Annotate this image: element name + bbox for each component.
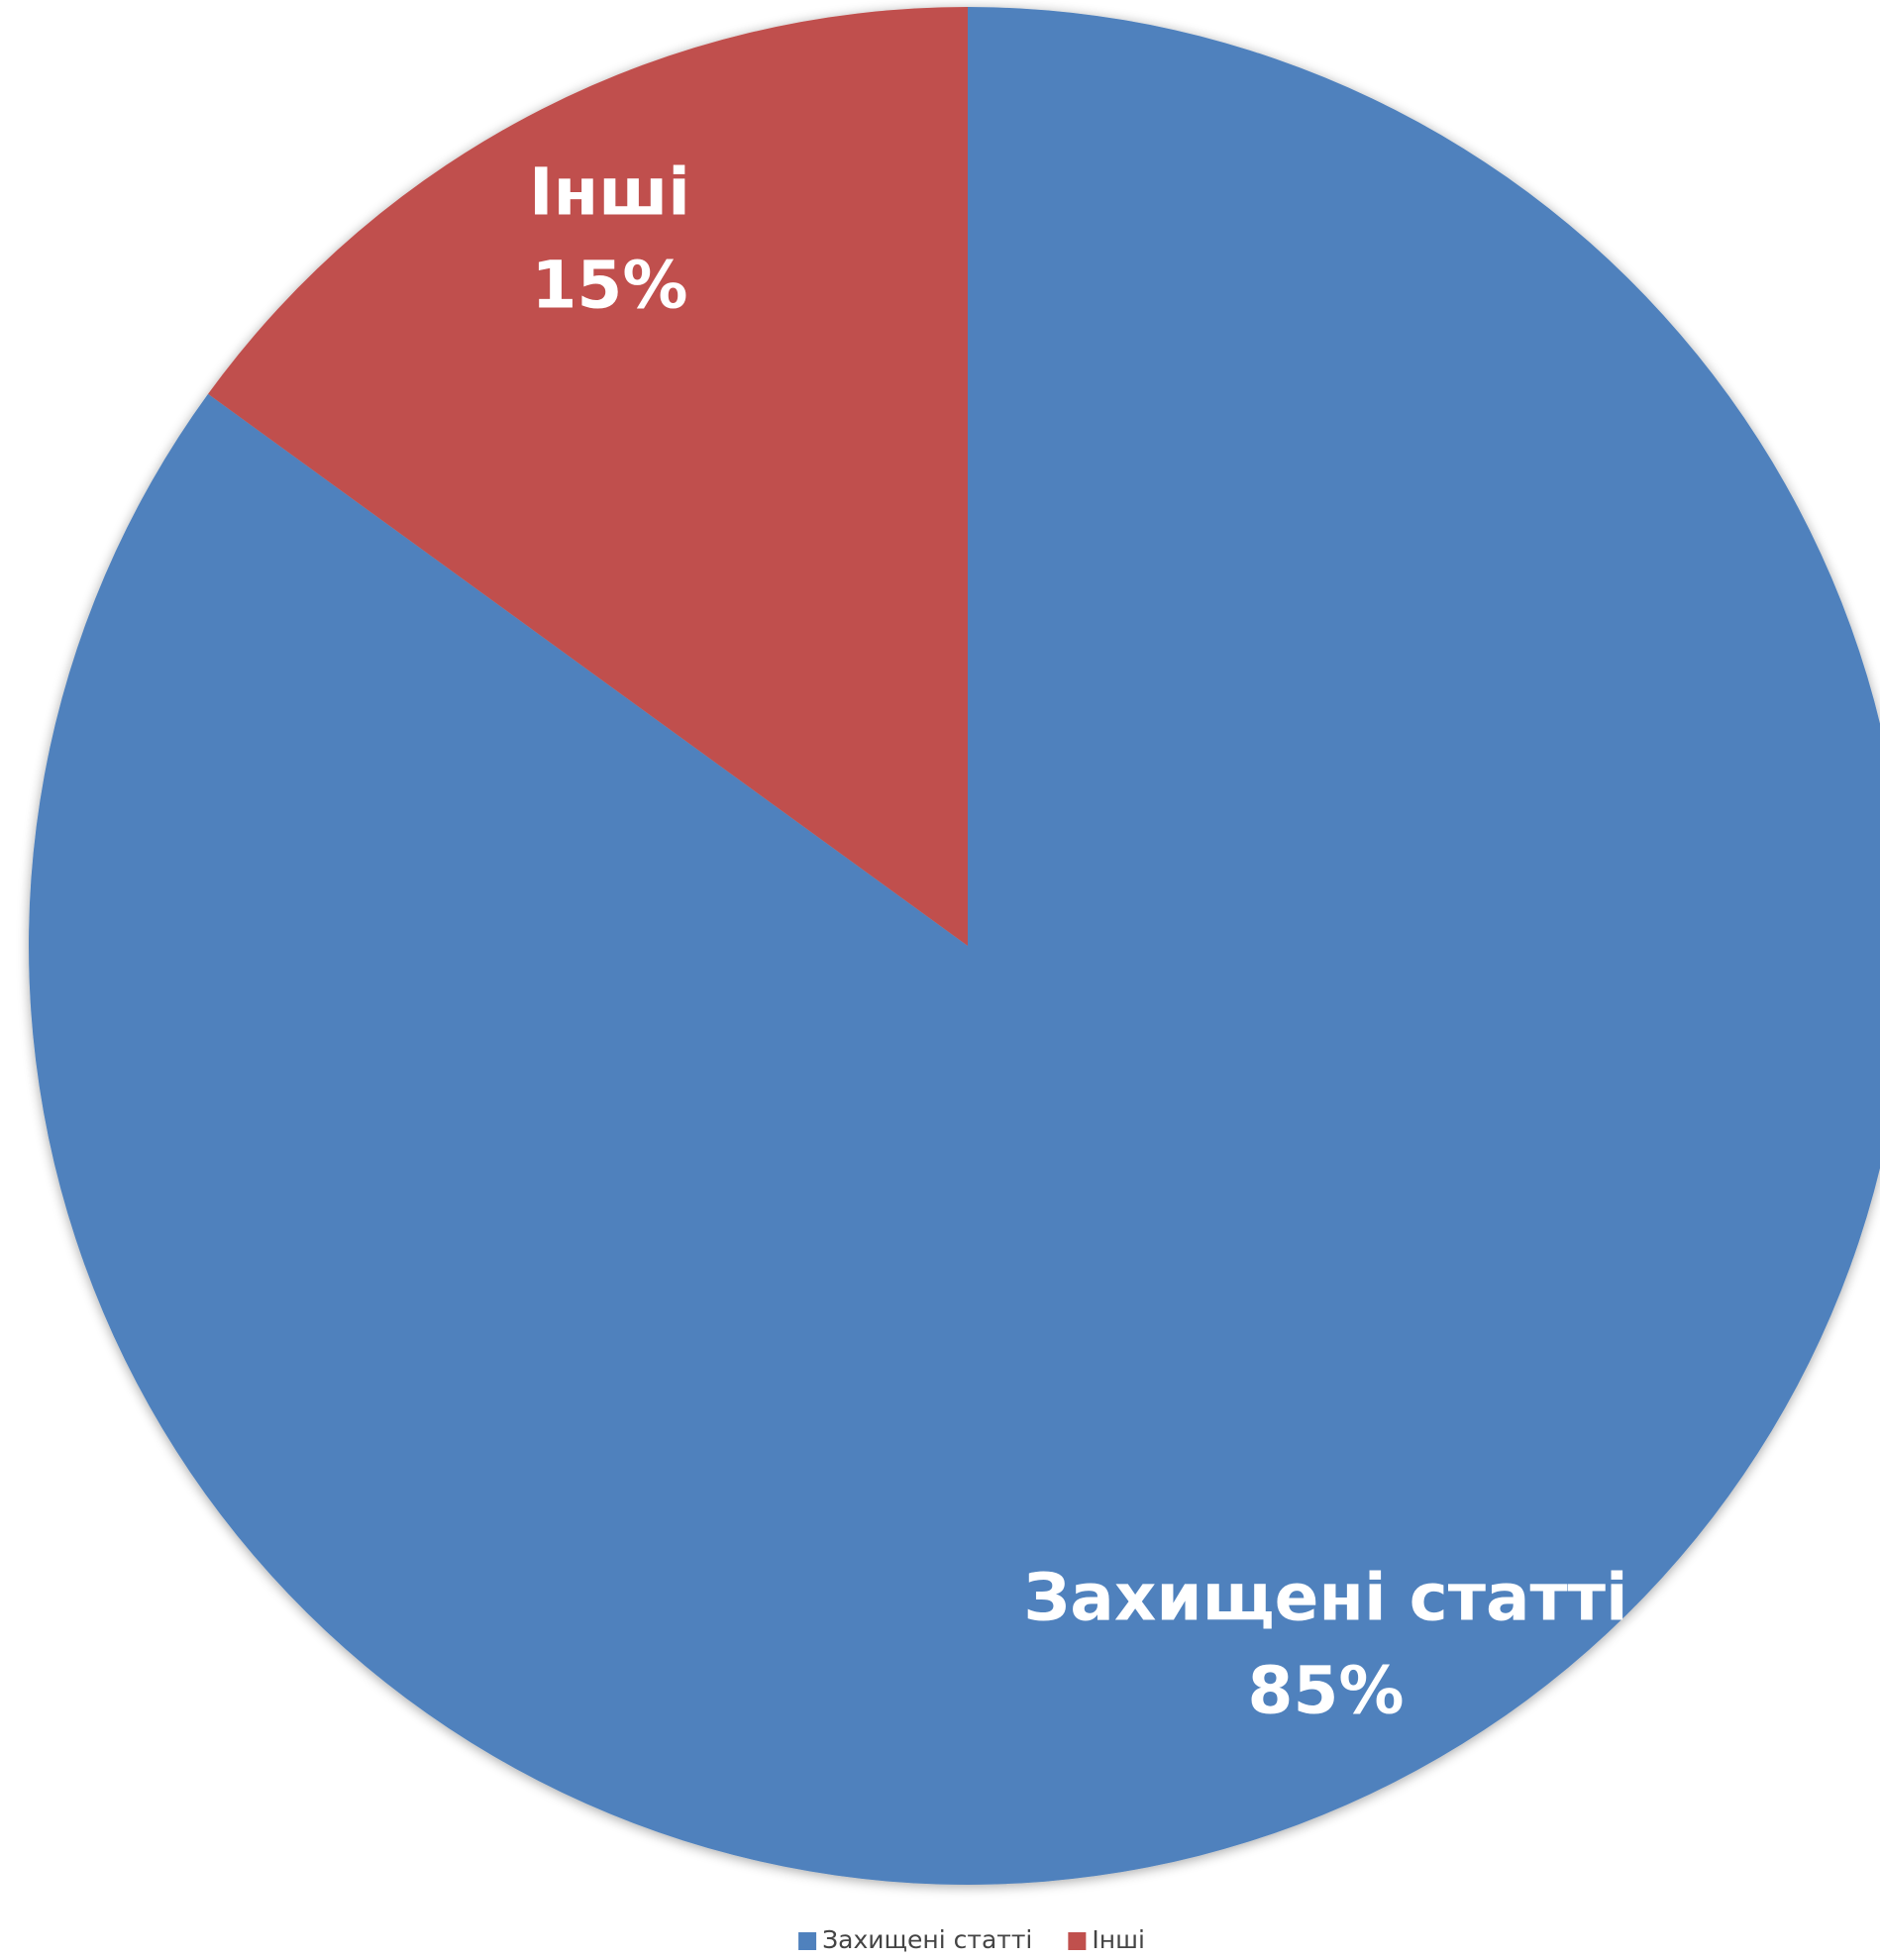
data-label-value: 85% <box>1248 1653 1405 1729</box>
data-label-category: Інші <box>529 155 690 231</box>
legend-label: Інші <box>1092 1925 1145 1954</box>
pie-slice <box>29 7 1880 1885</box>
legend-label: Захищені статті <box>822 1925 1032 1954</box>
data-label-category: Захищені статті <box>1023 1560 1627 1636</box>
data-label-value: 15% <box>531 248 687 324</box>
pie <box>29 7 1880 1885</box>
pie-slice <box>208 7 969 946</box>
legend-swatch <box>798 1932 817 1950</box>
legend-swatch <box>1068 1932 1087 1950</box>
